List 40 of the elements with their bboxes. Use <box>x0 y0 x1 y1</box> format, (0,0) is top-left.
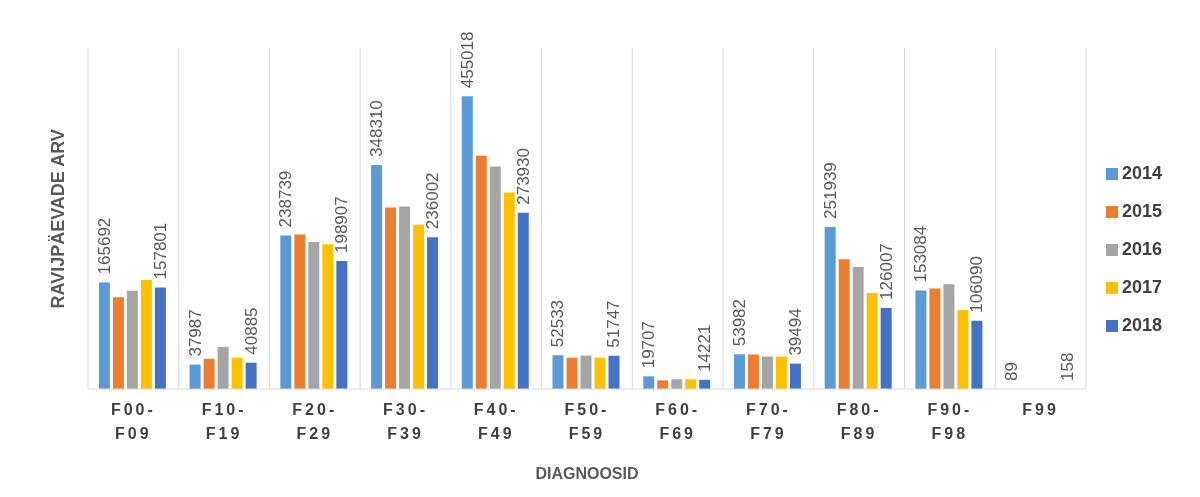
legend-label: 2015 <box>1121 200 1162 221</box>
data-label: 165692 <box>94 217 114 275</box>
x-axis-title: DIAGNOOSID <box>535 465 639 482</box>
legend-label: 2016 <box>1121 238 1162 259</box>
data-label: 40885 <box>241 307 261 355</box>
data-label: 52533 <box>548 299 568 348</box>
x-tick-label: F50-F59 <box>564 401 610 442</box>
legend-label: 2018 <box>1121 314 1162 335</box>
x-tick-label: F00-F09 <box>110 401 156 442</box>
x-tick-label: F70-F79 <box>745 401 791 442</box>
data-label: 126007 <box>876 243 896 300</box>
x-tick-label: F30-F39 <box>383 401 428 442</box>
x-tick-label: F60-F69 <box>655 401 701 442</box>
data-label: 273930 <box>513 148 533 205</box>
data-label: 53982 <box>729 298 749 347</box>
legend-label: 2017 <box>1121 276 1162 297</box>
data-label: 106090 <box>967 256 987 313</box>
data-label: 37987 <box>185 309 205 357</box>
data-label: 198907 <box>332 196 352 254</box>
x-tick-label: F90-F98 <box>927 401 973 442</box>
y-axis-title: RAVIJPÄEVADE ARV <box>48 129 69 309</box>
data-label: 158 <box>1058 352 1078 381</box>
x-tick-label: F40-F49 <box>473 401 519 442</box>
x-tick-label: F99 <box>1022 401 1059 418</box>
data-label: 153084 <box>911 225 931 283</box>
x-tick-label: F10-F19 <box>201 401 247 442</box>
data-label: 251939 <box>820 162 840 219</box>
data-label: 39494 <box>785 308 805 356</box>
data-label: 238739 <box>276 170 296 228</box>
data-label: 19707 <box>639 321 659 369</box>
data-label: 51747 <box>604 300 624 348</box>
data-label: 348310 <box>367 100 387 157</box>
x-tick-label: F80-F89 <box>836 401 882 442</box>
legend-label: 2014 <box>1121 162 1162 183</box>
data-label: 14221 <box>695 324 715 372</box>
data-label: 236002 <box>423 172 443 230</box>
data-label: 455018 <box>457 31 477 89</box>
data-label: 89 <box>1002 362 1022 381</box>
x-tick-label: F20-F29 <box>292 401 338 442</box>
data-label: 157801 <box>150 222 170 280</box>
